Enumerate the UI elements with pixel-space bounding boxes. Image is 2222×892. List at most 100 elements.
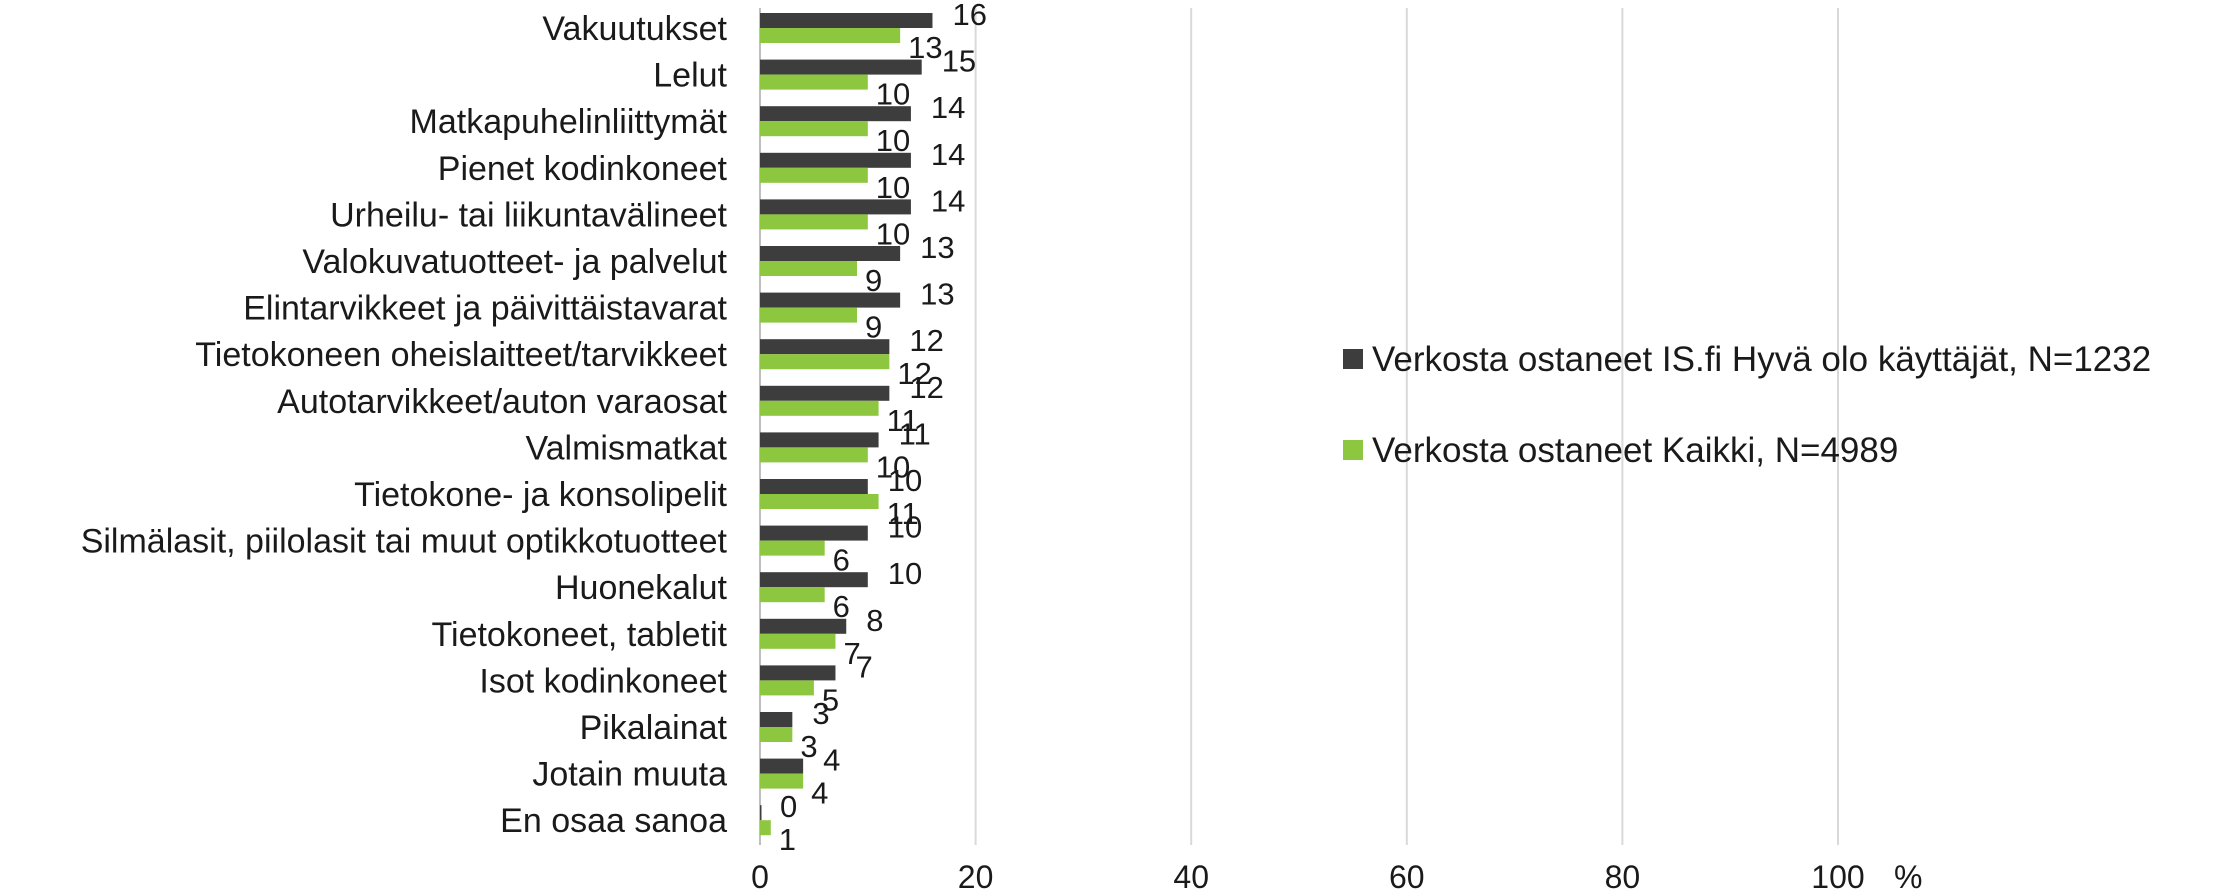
data-label-series-2: 5 <box>822 682 839 717</box>
bars <box>760 13 933 836</box>
category-label: Matkapuhelinliittymät <box>410 103 728 141</box>
x-tick-label: 20 <box>958 859 994 892</box>
bar-series-1 <box>760 479 868 494</box>
legend-swatch-series-1 <box>1343 349 1363 369</box>
bar-series-2 <box>760 540 825 556</box>
bar-series-1 <box>760 339 890 355</box>
data-label-series-2: 10 <box>876 77 910 112</box>
category-labels: Vakuutukset Lelut Matkapuhelinliittymät Pie… <box>81 10 728 840</box>
data-label-series-1: 13 <box>920 277 954 312</box>
data-label-series-1: 16 <box>952 0 986 32</box>
category-label: En osaa sanoa <box>500 802 727 840</box>
data-label-series-1: 13 <box>920 230 954 265</box>
bar-series-2 <box>760 74 868 90</box>
data-label-series-1: 7 <box>855 649 872 684</box>
bar-series-2 <box>760 494 879 509</box>
data-label-series-2: 3 <box>800 729 817 764</box>
legend-label-series-2: Verkosta ostaneet Kaikki, N=4989 <box>1372 431 1898 470</box>
data-label-series-2: 13 <box>908 30 942 65</box>
data-label-series-1: 14 <box>931 183 965 218</box>
category-label: Vakuutukset <box>542 10 727 48</box>
data-label-series-1: 10 <box>888 463 922 498</box>
category-label: Tietokoneen oheislaitteet/tarvikkeet <box>195 336 727 374</box>
data-label-series-2: 10 <box>876 449 910 484</box>
data-label-series-2: 4 <box>811 776 828 811</box>
data-label-series-1: 10 <box>888 510 922 545</box>
data-label-series-2: 9 <box>865 310 882 345</box>
bar-series-2 <box>760 680 814 696</box>
data-label-series-2: 7 <box>843 636 860 671</box>
data-label-series-2: 6 <box>833 543 850 578</box>
category-label: Huonekalut <box>555 569 728 607</box>
bar-series-2 <box>760 167 868 183</box>
legend-swatch-series-2 <box>1343 440 1363 460</box>
x-tick-label: 100 <box>1811 859 1864 892</box>
data-label-series-1: 4 <box>823 743 840 778</box>
x-axis-ticks: 0 20 40 60 80 100% <box>751 859 1922 892</box>
bar-series-2 <box>760 400 879 416</box>
x-tick-label: 0 <box>751 859 769 892</box>
bar-series-1 <box>760 572 868 588</box>
bar-series-1 <box>760 385 890 401</box>
category-label: Silmälasit, piilolasit tai muut optikkot… <box>81 523 728 561</box>
data-label-series-1: 10 <box>888 556 922 591</box>
bar-series-2 <box>760 28 901 43</box>
bar-series-1 <box>760 618 847 634</box>
data-label-series-2: 10 <box>876 123 910 158</box>
data-label-series-2: 9 <box>865 263 882 298</box>
bar-series-1 <box>760 525 868 541</box>
bar-series-2 <box>760 587 825 603</box>
bar-series-1 <box>760 246 901 261</box>
category-label: Valmismatkat <box>525 429 727 467</box>
bar-series-2 <box>760 727 793 742</box>
bar-series-2 <box>760 447 868 463</box>
bar-series-2 <box>760 820 771 836</box>
bar-series-1 <box>760 292 901 308</box>
x-tick-label: 40 <box>1173 859 1209 892</box>
category-label: Valokuvatuotteet- ja palvelut <box>302 243 727 281</box>
gridlines <box>759 8 1839 845</box>
data-label-series-2: 6 <box>833 589 850 624</box>
bar-series-1 <box>760 106 911 122</box>
data-label-series-2: 11 <box>887 403 919 438</box>
data-label-series-1: 14 <box>931 137 965 172</box>
bar-series-1 <box>760 13 933 28</box>
data-label-series-1: 3 <box>812 696 829 731</box>
bar-series-1 <box>760 152 911 168</box>
legend: Verkosta ostaneet IS.fi Hyvä olo käyttäj… <box>1343 340 2151 470</box>
bar-series-1 <box>760 758 804 774</box>
data-label-series-1: 8 <box>866 603 883 638</box>
data-label-series-1: 11 <box>899 416 931 451</box>
data-label-series-2: 1 <box>779 822 796 857</box>
data-label-series-2: 11 <box>887 496 919 531</box>
category-label: Jotain muuta <box>532 756 727 794</box>
category-label: Pienet kodinkoneet <box>438 150 728 188</box>
bar-series-2 <box>760 307 858 323</box>
bar-series-2 <box>760 773 804 789</box>
bar-series-2 <box>760 214 868 230</box>
category-label: Elintarvikkeet ja päivittäistavarat <box>243 290 727 328</box>
category-label: Isot kodinkoneet <box>479 662 727 700</box>
category-label: Tietokoneet, tabletit <box>432 616 728 654</box>
x-unit-label: % <box>1894 859 1922 892</box>
bar-series-2 <box>760 633 836 649</box>
data-label-series-2: 10 <box>876 216 910 251</box>
data-label-series-1: 15 <box>942 44 976 79</box>
bar-series-1 <box>760 199 911 215</box>
bar-series-2 <box>760 121 868 137</box>
category-label: Pikalainat <box>580 709 728 747</box>
category-label: Urheilu- tai liikuntavälineet <box>330 196 727 234</box>
bar-series-2 <box>760 261 858 276</box>
data-label-series-1: 14 <box>931 90 965 125</box>
bar-series-1 <box>760 432 879 448</box>
bar-series-2 <box>760 354 890 370</box>
bar-series-1 <box>760 712 793 727</box>
legend-label-series-1: Verkosta ostaneet IS.fi Hyvä olo käyttäj… <box>1372 340 2151 379</box>
category-label: Tietokone- ja konsolipelit <box>354 476 727 514</box>
bar-series-1 <box>760 805 762 821</box>
data-label-series-1: 12 <box>909 323 943 358</box>
category-label: Autotarvikkeet/auton varaosat <box>277 383 727 421</box>
